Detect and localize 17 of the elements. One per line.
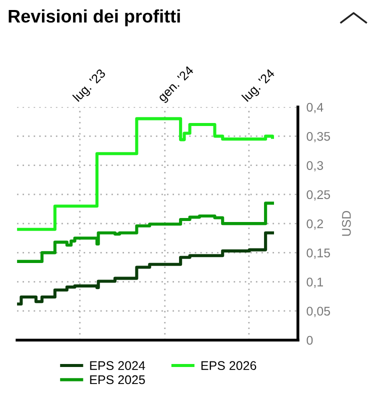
y-tick-label: 0,35 xyxy=(306,132,330,142)
y-tick-label: 0,3 xyxy=(306,161,324,172)
legend-label: EPS 2024 xyxy=(90,361,146,370)
y-tick-label: 0,25 xyxy=(306,190,330,201)
chart-title: Revisioni dei profitti xyxy=(8,9,180,26)
legend-label: EPS 2026 xyxy=(201,361,256,370)
y-tick-label: 0,05 xyxy=(306,306,330,318)
y-tick-label: 0,4 xyxy=(306,102,324,114)
x-tick-label: lug. '23 xyxy=(72,68,108,104)
y-tick-label: 0,1 xyxy=(306,278,323,288)
y-axis-title: USD xyxy=(342,210,351,236)
x-tick-label: lug. '24 xyxy=(241,68,277,104)
y-tick-label: 0,2 xyxy=(306,219,323,230)
y-tick-label: 0,15 xyxy=(306,248,330,259)
y-tick-label: 0 xyxy=(306,336,313,345)
x-tick-label: gen. '24 xyxy=(157,65,196,104)
legend-label: EPS 2025 xyxy=(90,375,145,384)
